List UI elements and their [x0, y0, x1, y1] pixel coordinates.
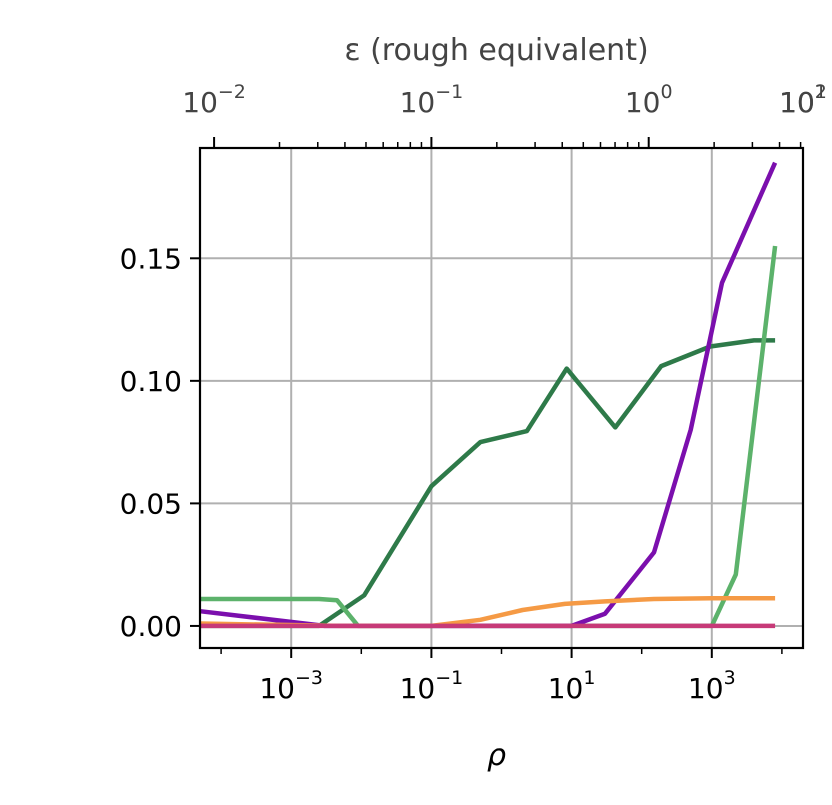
series-line-1: [200, 338, 776, 629]
series-line-3: [199, 161, 778, 629]
top-tick-label: 101: [779, 81, 827, 119]
top-tick-label: 10−1: [400, 81, 464, 119]
x-axis-title: ρ: [487, 738, 506, 773]
y-tick-label: 0.10: [120, 365, 182, 398]
tick-labels: 0.00 0.05 0.10 0.15 10−3 10−1 101 103 10−2 10−1 10…: [120, 81, 827, 705]
x-tick-label: 10−1: [400, 667, 464, 705]
series-lines: [199, 161, 778, 629]
top-tick-label: 10−2: [182, 81, 246, 119]
y-tick-label: 0.15: [120, 242, 182, 275]
x-tick-label: 103: [688, 667, 736, 705]
grid-lines: [200, 148, 803, 648]
x-tick-label: 10−3: [259, 667, 323, 705]
tick-marks: [190, 137, 802, 658]
y-tick-label: 0.00: [120, 610, 182, 643]
top-tick-label: 100: [625, 81, 673, 119]
x-tick-label: 101: [548, 667, 596, 705]
top-axis-title: ε (rough equivalent): [344, 33, 648, 68]
top-tick-label: 102: [779, 81, 827, 119]
y-tick-label: 0.05: [120, 487, 182, 520]
